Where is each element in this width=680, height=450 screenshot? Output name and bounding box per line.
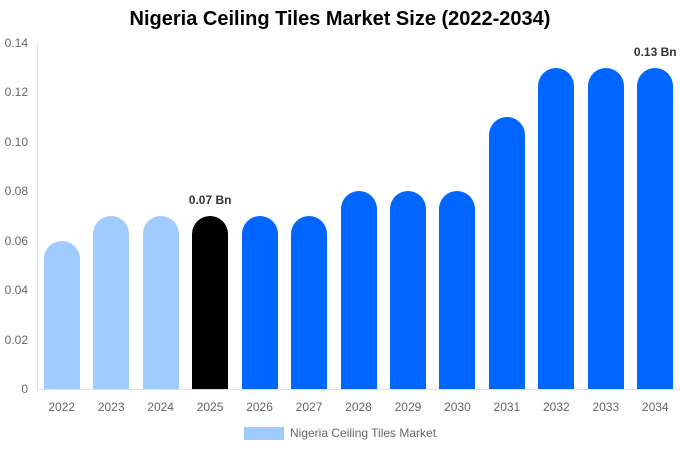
y-axis-line [37,43,38,389]
bar-2025[interactable] [192,216,229,389]
y-tick-label: 0.04 [4,283,28,298]
y-tick-label: 0.12 [4,85,28,100]
bar-2029[interactable] [389,191,426,389]
x-tick-label: 2034 [641,400,669,414]
bar-2026[interactable] [241,216,278,389]
bar-value-label: 0.07 Bn [188,193,232,207]
legend[interactable]: Nigeria Ceiling Tiles Market [244,426,436,440]
y-tick-label: 0.02 [4,332,28,347]
bar-2027[interactable] [291,216,328,389]
x-tick-label: 2022 [48,400,76,414]
bar-2022[interactable] [43,240,80,389]
y-tick-label: 0.10 [4,134,28,149]
bar-2028[interactable] [340,191,377,389]
x-tick-label: 2033 [592,400,620,414]
plot-area [37,43,680,389]
legend-label: Nigeria Ceiling Tiles Market [290,426,437,440]
bar-2024[interactable] [142,216,179,389]
x-tick-label: 2023 [97,400,125,414]
x-tick-label: 2028 [345,400,372,414]
y-tick-label: 0 [21,382,28,396]
x-tick-label: 2031 [493,400,521,414]
bar-2023[interactable] [93,216,130,389]
legend-swatch [244,426,284,440]
y-tick-label: 0.06 [4,233,28,248]
y-tick-label: 0.08 [4,184,28,199]
x-tick-label: 2024 [147,400,174,414]
y-tick-label: 0.14 [4,36,28,50]
bar-2032[interactable] [538,67,575,389]
chart-title: Nigeria Ceiling Tiles Market Size (2022-… [129,8,551,30]
x-tick-label: 2032 [542,400,570,414]
x-axis-line [37,389,680,390]
bar-2030[interactable] [439,191,476,389]
bar-2033[interactable] [587,67,624,389]
bar-2031[interactable] [488,117,525,389]
x-tick-label: 2025 [196,400,224,414]
x-tick-label: 2030 [444,400,471,414]
bar-value-label: 0.13 Bn [633,44,677,59]
bar-2034[interactable] [637,67,674,389]
x-tick-label: 2027 [295,400,323,414]
x-tick-label: 2026 [246,400,273,414]
x-tick-label: 2029 [394,400,422,414]
